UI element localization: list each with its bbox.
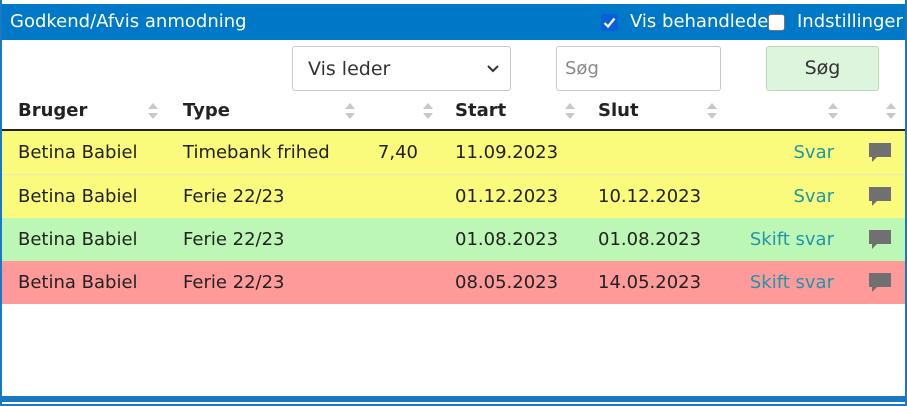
cell-hours: 7,40: [377, 142, 418, 163]
panel-title: Godkend/Afvis anmodning: [10, 11, 247, 32]
table-row[interactable]: Betina Babiel Timebank frihed 7,40 11.09.20…: [2, 131, 905, 174]
column-header-type[interactable]: Type: [183, 100, 230, 121]
sort-icon[interactable]: [344, 100, 356, 122]
answer-link[interactable]: Skift svar: [749, 229, 834, 250]
search-button[interactable]: Søg: [766, 46, 879, 91]
column-header-slut[interactable]: Slut: [598, 100, 639, 121]
column-header-start[interactable]: Start: [455, 100, 507, 121]
show-processed-checkbox[interactable]: [601, 14, 618, 31]
settings-label[interactable]: Indstillinger: [797, 11, 903, 32]
cell-user: Betina Babiel: [18, 229, 138, 250]
search-input[interactable]: [556, 46, 721, 91]
leader-select[interactable]: Vis leder: [292, 46, 511, 91]
comment-icon[interactable]: [868, 186, 892, 208]
answer-link[interactable]: Svar: [793, 142, 834, 163]
cell-start: 01.12.2023: [455, 186, 559, 207]
answer-link[interactable]: Skift svar: [749, 272, 834, 293]
sort-icon[interactable]: [885, 100, 897, 122]
settings-checkbox[interactable]: [768, 14, 785, 31]
column-header-bruger[interactable]: Bruger: [18, 100, 88, 121]
cell-type: Ferie 22/23: [183, 272, 285, 293]
cell-start: 08.05.2023: [455, 272, 559, 293]
sort-icon[interactable]: [827, 100, 839, 122]
comment-icon[interactable]: [868, 229, 892, 251]
cell-hours: [358, 218, 418, 261]
comment-icon[interactable]: [868, 272, 892, 294]
answer-link[interactable]: Svar: [793, 186, 834, 207]
sort-icon[interactable]: [564, 100, 576, 122]
cell-hours: [358, 175, 418, 218]
table-row[interactable]: Betina Babiel Ferie 22/23 01.12.2023 10.12.…: [2, 175, 905, 218]
comment-icon[interactable]: [868, 142, 892, 164]
cell-end: 14.05.2023: [598, 272, 702, 293]
sort-icon[interactable]: [422, 100, 434, 122]
cell-start: 01.08.2023: [455, 229, 559, 250]
table-row[interactable]: Betina Babiel Ferie 22/23 08.05.2023 14.05.…: [2, 261, 905, 304]
cell-start: 11.09.2023: [455, 142, 559, 163]
header-divider: [2, 129, 905, 131]
cell-end: 10.12.2023: [598, 186, 702, 207]
sort-icon[interactable]: [147, 100, 159, 122]
cell-hours: [358, 261, 418, 304]
table-row[interactable]: Betina Babiel Ferie 22/23 01.08.2023 01.08.…: [2, 218, 905, 261]
row-divider: [2, 174, 905, 175]
chevron-down-icon: [487, 65, 499, 73]
cell-user: Betina Babiel: [18, 186, 138, 207]
cell-end: 01.08.2023: [598, 229, 702, 250]
sort-icon[interactable]: [706, 100, 718, 122]
cell-type: Timebank frihed: [183, 142, 330, 163]
cell-user: Betina Babiel: [18, 142, 138, 163]
panel-titlebar: Godkend/Afvis anmodning Vis behandlede I…: [2, 4, 905, 40]
show-processed-label[interactable]: Vis behandlede: [630, 11, 769, 32]
cell-user: Betina Babiel: [18, 272, 138, 293]
panel-footer-bar: [2, 396, 905, 402]
cell-type: Ferie 22/23: [183, 186, 285, 207]
leader-select-value: Vis leder: [308, 58, 391, 80]
cell-type: Ferie 22/23: [183, 229, 285, 250]
